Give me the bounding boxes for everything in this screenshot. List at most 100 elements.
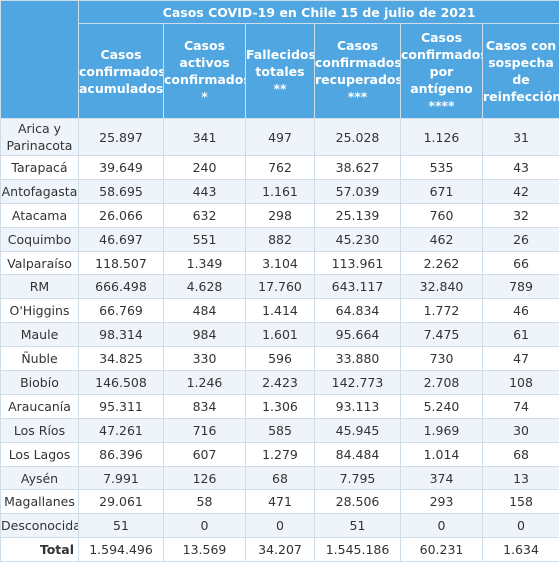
cell-value: 1.014 [400,441,483,467]
cell-value: 1.772 [400,298,483,324]
cell-value: 666.498 [78,274,164,300]
cell-value: 51 [314,513,401,539]
cell-value: 341 [163,118,246,156]
cell-value: 32.840 [400,274,483,300]
table-row: Atacama 26.066 632 298 25.139 760 32 [0,202,559,228]
region-name: O'Higgins [0,298,79,324]
cell-value: 33.880 [314,346,401,372]
cell-value: 58.695 [78,178,164,204]
cell-value: 45.945 [314,417,401,443]
total-value: 13.569 [163,537,246,563]
cell-value: 158 [481,489,559,515]
cell-value: 68 [245,465,315,491]
cell-value: 5.240 [400,393,483,419]
table-row: Tarapacá 39.649 240 762 38.627 535 43 [0,155,559,180]
table-row: Valparaíso 118.507 1.349 3.104 113.961 2.262 6… [0,250,559,276]
cell-value: 39.649 [78,155,164,180]
table-row: O'Higgins 66.769 484 1.414 64.834 1.772 46 [0,298,559,324]
cell-value: 47 [481,346,559,372]
cell-value: 7.795 [314,465,401,491]
cell-value: 13 [481,465,559,491]
region-name: Magallanes [0,489,79,515]
cell-value: 607 [163,441,246,467]
cell-value: 882 [245,226,315,252]
region-name: Atacama [0,202,79,228]
cell-value: 66.769 [78,298,164,324]
cell-value: 330 [163,346,246,372]
cell-value: 730 [400,346,483,372]
table-row: Los Ríos 47.261 716 585 45.945 1.969 30 [0,417,559,443]
cell-value: 596 [245,346,315,372]
cell-value: 497 [245,118,315,156]
cell-value: 643.117 [314,274,401,300]
cell-value: 66 [481,250,559,276]
cell-value: 64.834 [314,298,401,324]
cell-value: 45.230 [314,226,401,252]
table-row: Maule 98.314 984 1.601 95.664 7.475 61 [0,322,559,348]
total-value: 1.545.186 [314,537,401,563]
cell-value: 29.061 [78,489,164,515]
cell-value: 762 [245,155,315,180]
cell-value: 551 [163,226,246,252]
cell-value: 57.039 [314,178,401,204]
table-row: Ñuble 34.825 330 596 33.880 730 47 [0,346,559,372]
cell-value: 38.627 [314,155,401,180]
region-name: Araucanía [0,393,79,419]
total-row: Total 1.594.496 13.569 34.207 1.545.186 … [0,537,559,563]
cell-value: 146.508 [78,370,164,395]
cell-value: 0 [163,513,246,539]
cell-value: 2.708 [400,370,483,395]
cell-value: 95.311 [78,393,164,419]
region-name: Antofagasta [0,178,79,204]
table-row: RM 666.498 4.628 17.760 643.117 32.840 789 [0,274,559,300]
cell-value: 462 [400,226,483,252]
cell-value: 1.126 [400,118,483,156]
cell-value: 25.897 [78,118,164,156]
cell-value: 984 [163,322,246,348]
cell-value: 7.991 [78,465,164,491]
table-row: Magallanes 29.061 58 471 28.506 293 158 [0,489,559,515]
total-value: 34.207 [245,537,315,563]
cell-value: 51 [78,513,164,539]
cell-value: 374 [400,465,483,491]
cell-value: 28.506 [314,489,401,515]
cell-value: 0 [481,513,559,539]
cell-value: 7.475 [400,322,483,348]
cell-value: 1.969 [400,417,483,443]
cell-value: 126 [163,465,246,491]
cell-value: 585 [245,417,315,443]
region-name: RM [0,274,79,300]
table-row: Arica y Parinacota 25.897 341 497 25.028 1.12… [0,118,559,156]
cell-value: 58 [163,489,246,515]
total-value: 1.594.496 [78,537,164,563]
cell-value: 47.261 [78,417,164,443]
cell-value: 671 [400,178,483,204]
cell-value: 46 [481,298,559,324]
cell-value: 43 [481,155,559,180]
cell-value: 17.760 [245,274,315,300]
cell-value: 1.601 [245,322,315,348]
cell-value: 1.246 [163,370,246,395]
region-name: Los Lagos [0,441,79,467]
cell-value: 760 [400,202,483,228]
cell-value: 95.664 [314,322,401,348]
total-value: 1.634 [481,537,559,563]
cell-value: 118.507 [78,250,164,276]
cell-value: 789 [481,274,559,300]
table-row: Coquimbo 46.697 551 882 45.230 462 26 [0,226,559,252]
cell-value: 1.161 [245,178,315,204]
region-name: Coquimbo [0,226,79,252]
total-value: 60.231 [400,537,483,563]
header-recovered: Casos confirmados recuperados *** [314,23,401,119]
table-row: Biobío 146.508 1.246 2.423 142.773 2.708 108 [0,370,559,395]
cell-value: 34.825 [78,346,164,372]
region-name: Aysén [0,465,79,491]
cell-value: 46.697 [78,226,164,252]
cell-value: 632 [163,202,246,228]
header-reinfection: Casos con sospecha de reinfección [481,23,559,119]
cell-value: 61 [481,322,559,348]
table-row: Antofagasta 58.695 443 1.161 57.039 671 42 [0,178,559,204]
header-corner [0,0,79,119]
cell-value: 25.028 [314,118,401,156]
